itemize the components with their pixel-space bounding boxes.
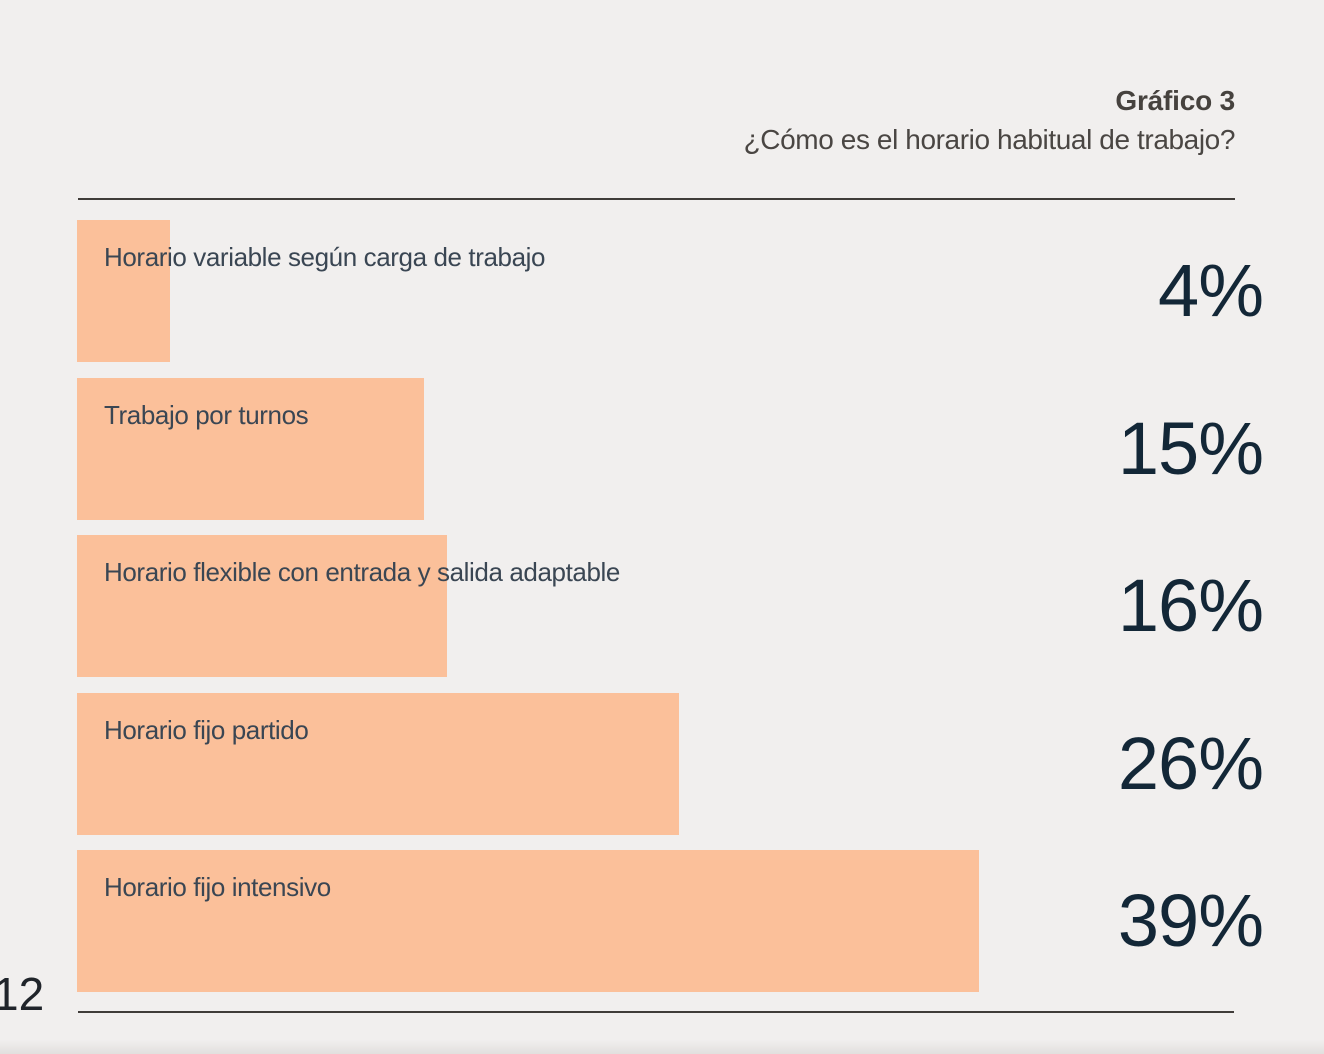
bar-row: Horario flexible con entrada y salida ad…	[77, 535, 1324, 677]
page-number: 12	[0, 968, 45, 1020]
bar	[77, 377, 424, 520]
bar-value: 16%	[1117, 564, 1264, 647]
bar	[77, 850, 979, 992]
bar-label: Horario variable según carga de trabajo	[104, 242, 546, 272]
bar-row: Horario fijo intensivo 39%	[77, 850, 1324, 992]
bar-value: 4%	[1158, 249, 1264, 332]
bar-label: Horario flexible con entrada y salida ad…	[104, 557, 620, 587]
bar-value: 15%	[1117, 406, 1264, 490]
bar-value: 39%	[1117, 879, 1264, 962]
bar-value: 26%	[1117, 721, 1264, 805]
chart-subtitle: ¿Cómo es el horario habitual de trabajo?	[743, 123, 1236, 155]
bar-row: Trabajo por turnos 15%	[77, 377, 1324, 520]
chart-title: Gráfico 3	[1115, 85, 1235, 116]
bottom-divider	[78, 1011, 1234, 1013]
bar-label: Horario fijo partido	[104, 714, 309, 745]
bar-label: Trabajo por turnos	[104, 399, 309, 430]
bar	[77, 692, 679, 835]
bar	[77, 535, 447, 677]
page-edge-shadow	[0, 1040, 1324, 1054]
bar	[77, 220, 170, 362]
top-divider	[78, 198, 1235, 200]
bar-row: Horario variable según carga de trabajo 4…	[77, 220, 1324, 362]
chart-header: Gráfico 3 ¿Cómo es el horario habitual d…	[743, 85, 1236, 156]
bar-label: Horario fijo intensivo	[104, 872, 331, 902]
bar-row: Horario fijo partido 26%	[77, 692, 1324, 835]
